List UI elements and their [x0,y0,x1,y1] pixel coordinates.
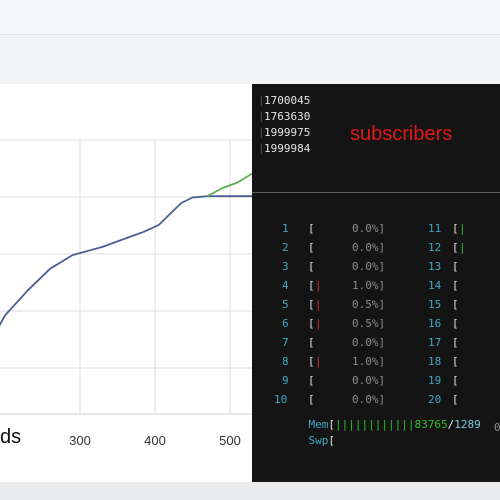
cpu-bracket-2: [ [452,393,459,406]
top-bar [0,0,500,35]
cpu-bar: | [315,355,322,368]
cpu-percent: 0.0%] [352,222,386,235]
series-line-2 [207,172,252,197]
counter-value: 1763630 [264,110,311,123]
terminal-border: | [258,126,265,139]
x-axis-label: ds [0,426,22,448]
cpu-bracket-2: [ [452,374,459,387]
bottom-strip [0,482,500,500]
cpu-bracket: [ [308,336,315,349]
chart-panel: 300 400 500 [0,84,252,482]
cpu-bracket: [ [308,298,315,311]
terminal-border: | [258,110,265,123]
cpu-bracket: [ [308,260,315,273]
cpu-bracket-2: [ [452,260,459,273]
cpu-bracket-2: [ [452,279,459,292]
cpu-bar: | [315,279,322,292]
cpu-number: 5 [282,298,289,311]
cpu-number: 9 [282,374,289,387]
cpu-number-2: 13 [428,260,442,273]
cpu-bar-2: | [459,222,466,235]
cpu-bracket-2: [ [452,298,459,311]
cpu-percent: 0.5%] [352,298,386,311]
cpu-bracket: [ [308,222,315,235]
cpu-percent: 0.0%] [352,260,386,273]
cpu-bracket-2: [ [452,317,459,330]
subscribers-label: subscribers [350,123,453,145]
mem-label: Mem [308,418,329,431]
x-tick-label: 300 [69,433,91,448]
cpu-number: 7 [282,336,289,349]
cpu-number: 2 [282,241,289,254]
mem-used: 83765 [414,418,448,431]
cpu-number-2: 14 [428,279,442,292]
cpu-bracket: [ [308,374,315,387]
cpu-number: 4 [282,279,289,292]
cpu-number-2: 19 [428,374,442,387]
cpu-bracket: [ [308,393,315,406]
cpu-number: 3 [282,260,289,273]
cpu-percent: 0.0%] [352,241,386,254]
cpu-number-2: 17 [428,336,442,349]
swap-meter: Swp[ [308,434,336,447]
cpu-bracket-2: [ [452,222,459,235]
mem-separator: / [447,418,455,431]
cpu-number: 10 [274,393,288,406]
cpu-number: 8 [282,355,289,368]
cpu-percent: 0.0%] [352,336,386,349]
cpu-bracket: [ [308,241,315,254]
cpu-percent: 1.0%] [352,355,386,368]
mem-bar: |||||||||||| [335,418,415,431]
counter-value: 1999984 [264,142,311,155]
cpu-number-2: 11 [428,222,442,235]
cpu-percent: 1.0%] [352,279,386,292]
swp-label: Swp [308,434,329,447]
cpu-bracket: [ [308,279,315,292]
terminal-divider [252,192,500,193]
cpu-percent: 0.0%] [352,393,386,406]
terminal-border: | [258,142,265,155]
line-chart: 300 400 500 [0,139,252,448]
cpu-bracket-2: [ [452,355,459,368]
cpu-percent: 0.5%] [352,317,386,330]
cpu-percent: 0.0%] [352,374,386,387]
cpu-bar-2: | [459,241,466,254]
series-line-1 [0,195,252,327]
swap-value: 0 [494,421,500,434]
x-tick-label: 400 [144,433,166,448]
cpu-bar: | [315,317,322,330]
terminal-window: | 1700045 | 1763630 | 1999975 | 1999984 subscri… [252,84,500,482]
cpu-bracket: [ [308,355,315,368]
mem-total: 1289 [454,418,481,431]
cpu-number: 1 [282,222,289,235]
terminal-border: | [258,94,265,107]
counter-value: 1700045 [264,94,311,107]
memory-meter: Mem[||||||||||||83765/1289 [308,418,481,431]
cpu-bracket-2: [ [452,336,459,349]
counter-value: 1999975 [264,126,311,139]
cpu-number-2: 20 [428,393,442,406]
cpu-number-2: 16 [428,317,442,330]
cpu-number: 6 [282,317,289,330]
x-tick-label: 500 [219,433,241,448]
cpu-number-2: 18 [428,355,442,368]
cpu-number-2: 15 [428,298,442,311]
cpu-bracket-2: [ [452,241,459,254]
cpu-number-2: 12 [428,241,442,254]
cpu-bar: | [315,298,322,311]
cpu-bracket: [ [308,317,315,330]
